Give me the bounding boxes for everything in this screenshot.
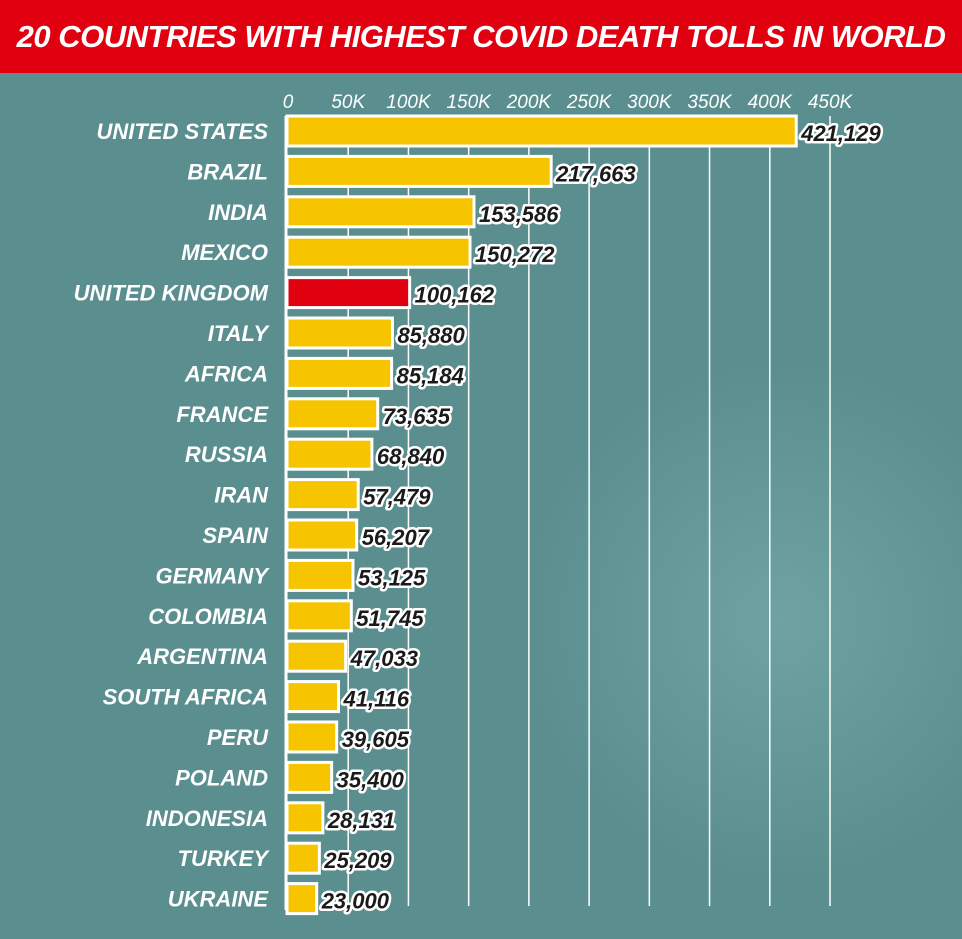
bar	[285, 356, 394, 390]
bar	[285, 841, 321, 875]
bar	[285, 195, 476, 229]
value-label: 85,184	[397, 363, 464, 388]
category-label: IRAN	[214, 483, 269, 508]
category-label: ITALY	[208, 321, 271, 346]
value-label: 28,131	[327, 808, 395, 833]
x-tick-label: 350K	[687, 92, 733, 113]
bar	[285, 801, 325, 835]
value-label: 57,479	[363, 485, 431, 510]
bar	[285, 518, 359, 552]
bar	[285, 760, 334, 794]
category-label: INDONESIA	[146, 806, 268, 831]
value-label: 35,400	[337, 767, 405, 792]
value-label: 53,125	[358, 565, 426, 590]
x-tick-label: 300K	[627, 92, 673, 113]
bar	[285, 397, 380, 431]
value-label: 23,000	[321, 889, 390, 914]
category-label: UNITED STATES	[96, 119, 268, 144]
category-label: UKRAINE	[168, 887, 270, 912]
x-tick-label: 200K	[506, 92, 553, 113]
x-tick-label: 50K	[331, 92, 366, 113]
bar	[285, 316, 394, 350]
bar	[285, 680, 341, 714]
bar	[285, 478, 360, 512]
x-tick-label: 400K	[748, 92, 794, 113]
bar	[285, 558, 355, 592]
x-tick-label: 450K	[808, 92, 854, 113]
category-label: BRAZIL	[187, 159, 268, 184]
value-label: 100,162	[415, 283, 495, 308]
value-label: 73,635	[383, 404, 451, 429]
value-label: 39,605	[342, 727, 410, 752]
value-label: 56,207	[362, 525, 431, 550]
bar	[285, 154, 553, 188]
category-label: TURKEY	[178, 846, 271, 871]
value-label: 68,840	[377, 444, 445, 469]
value-label: 153,586	[479, 202, 559, 227]
category-label: ARGENTINA	[136, 644, 268, 669]
category-label: SPAIN	[202, 523, 269, 548]
category-label: SOUTH AFRICA	[103, 685, 268, 710]
value-label: 217,663	[555, 161, 636, 186]
bar	[285, 437, 374, 471]
category-label: PERU	[207, 725, 269, 750]
category-label: COLOMBIA	[148, 604, 268, 629]
bar	[285, 639, 348, 673]
category-label: POLAND	[175, 765, 268, 790]
value-label: 150,272	[475, 242, 555, 267]
category-label: INDIA	[208, 200, 268, 225]
category-label: AFRICA	[184, 361, 268, 386]
x-tick-label: 100K	[386, 92, 432, 113]
value-label: 41,116	[343, 687, 410, 712]
value-label: 85,880	[397, 323, 465, 348]
category-label: FRANCE	[176, 402, 269, 427]
x-tick-label: 0	[283, 92, 294, 113]
bar	[285, 276, 412, 310]
category-label: UNITED KINGDOM	[74, 281, 269, 306]
x-tick-label: 150K	[446, 92, 492, 113]
value-label: 25,209	[323, 848, 392, 873]
bar	[285, 599, 353, 633]
bar	[285, 114, 798, 148]
category-label: MEXICO	[181, 240, 268, 265]
category-label: RUSSIA	[185, 442, 268, 467]
value-label: 51,745	[356, 606, 424, 631]
bar	[285, 720, 339, 754]
value-label: 47,033	[350, 646, 418, 671]
bar	[285, 235, 472, 269]
title-bar: 20 COUNTRIES WITH HIGHEST COVID DEATH TO…	[0, 0, 962, 73]
x-tick-label: 250K	[566, 92, 613, 113]
value-label: 421,129	[800, 121, 881, 146]
category-label: GERMANY	[156, 563, 271, 588]
bar	[285, 882, 319, 916]
chart-title: 20 COUNTRIES WITH HIGHEST COVID DEATH TO…	[16, 18, 946, 54]
